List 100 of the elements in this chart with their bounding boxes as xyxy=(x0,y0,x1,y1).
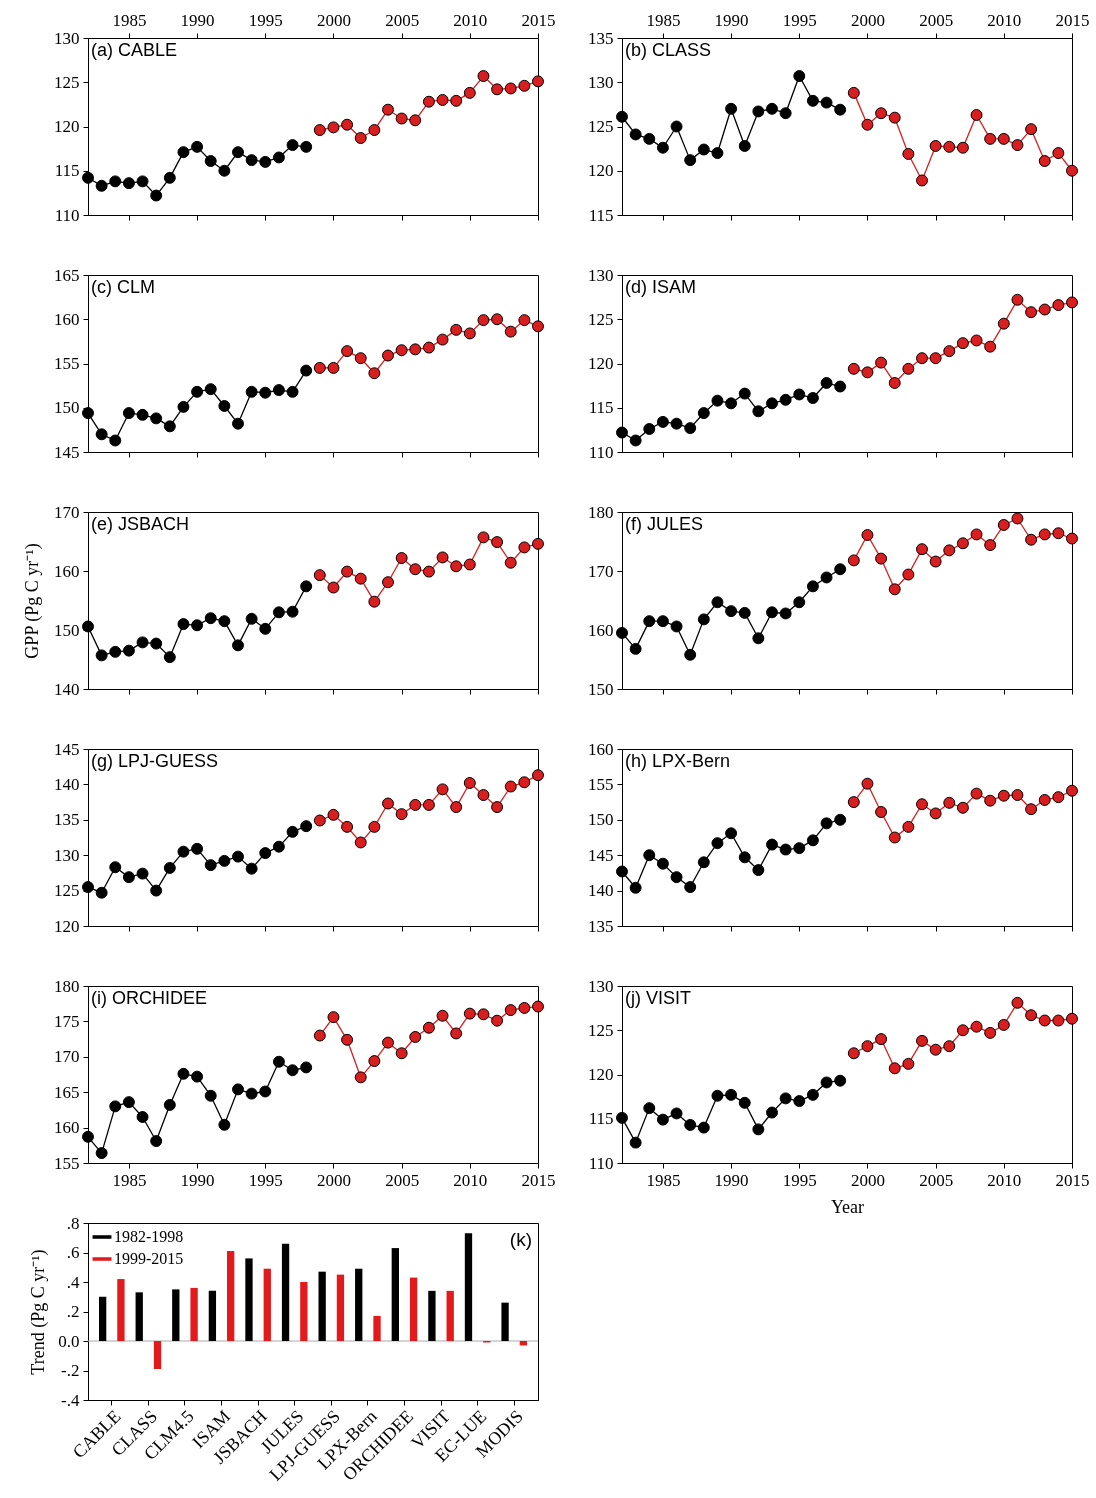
point xyxy=(300,364,313,377)
point xyxy=(1066,1012,1078,1025)
y-tick-label: 135 xyxy=(54,810,80,830)
point xyxy=(150,884,163,897)
bar xyxy=(501,1302,509,1341)
x-tick-label: 2010 xyxy=(453,1170,488,1190)
y-tick-label: .6 xyxy=(66,1243,80,1262)
x2-tick-label: 1995 xyxy=(248,10,283,30)
point xyxy=(232,146,244,159)
point xyxy=(738,851,751,864)
y-tick-label: 160 xyxy=(54,1118,80,1138)
point xyxy=(313,569,326,582)
point xyxy=(793,70,806,83)
point xyxy=(834,103,847,116)
point xyxy=(902,362,915,375)
point xyxy=(354,1071,367,1084)
chart-title: (f) JULES xyxy=(625,514,704,534)
point xyxy=(82,1130,94,1143)
point xyxy=(643,1102,656,1115)
point xyxy=(245,612,258,625)
point xyxy=(875,552,888,565)
x2-tick-label: 2005 xyxy=(919,10,954,30)
point xyxy=(109,1100,122,1113)
point xyxy=(629,128,642,141)
point xyxy=(725,1088,738,1101)
point xyxy=(793,388,806,401)
x2-tick-label: 2000 xyxy=(850,10,885,30)
point xyxy=(738,606,751,619)
point xyxy=(820,571,833,584)
y-tick-label: 110 xyxy=(54,205,80,225)
point xyxy=(656,141,669,154)
point xyxy=(738,387,751,400)
point xyxy=(341,565,354,578)
legend-label: 1999-2015 xyxy=(114,1250,184,1267)
point xyxy=(956,1024,969,1037)
y-tick-label: 115 xyxy=(588,1109,614,1129)
point xyxy=(245,1087,258,1100)
y-tick-label: 160 xyxy=(588,739,614,759)
y-tick-label: 160 xyxy=(54,561,80,581)
bar xyxy=(172,1289,180,1341)
point xyxy=(204,612,217,625)
x-tick-label: 2015 xyxy=(521,1170,556,1190)
x2-tick-label: 2000 xyxy=(316,10,351,30)
x2-tick-label: 2015 xyxy=(1055,10,1090,30)
x2-tick-label: 1985 xyxy=(646,10,681,30)
point xyxy=(847,554,860,567)
point xyxy=(518,1001,531,1014)
point xyxy=(902,147,915,160)
y-tick-label: 135 xyxy=(588,916,614,936)
point xyxy=(847,362,860,375)
point xyxy=(888,831,901,844)
point xyxy=(684,422,697,435)
point xyxy=(245,154,258,167)
point xyxy=(752,1123,765,1136)
x2-tick-label: 1990 xyxy=(180,10,215,30)
point xyxy=(504,556,517,569)
point xyxy=(1038,1014,1051,1027)
point xyxy=(806,94,819,107)
point xyxy=(656,857,669,870)
point xyxy=(711,394,724,407)
point xyxy=(861,1040,874,1053)
point xyxy=(738,1096,751,1109)
point xyxy=(970,334,983,347)
point xyxy=(888,377,901,389)
point xyxy=(382,349,394,362)
point xyxy=(820,96,833,109)
point xyxy=(354,352,367,365)
point xyxy=(916,798,928,811)
y-tick-label: 115 xyxy=(588,398,614,418)
point xyxy=(916,543,928,556)
point xyxy=(259,386,272,399)
y-tick-label: -.4 xyxy=(61,1390,80,1410)
point xyxy=(191,619,204,632)
x-tick-label: 2005 xyxy=(385,1170,420,1190)
point xyxy=(616,110,628,123)
point xyxy=(766,606,778,619)
point xyxy=(109,175,122,188)
point xyxy=(313,1029,326,1042)
point xyxy=(163,420,176,433)
point xyxy=(272,840,285,853)
point xyxy=(1025,123,1038,136)
point xyxy=(191,842,204,855)
point xyxy=(368,820,381,833)
point xyxy=(929,352,942,365)
point xyxy=(232,850,244,863)
bar xyxy=(245,1258,253,1341)
point xyxy=(1052,527,1065,540)
point xyxy=(218,1118,231,1131)
point xyxy=(902,568,915,581)
point xyxy=(395,112,408,125)
x-axis-title: Year xyxy=(830,1196,865,1217)
x2-tick-label: 1995 xyxy=(782,10,817,30)
bar xyxy=(227,1251,235,1341)
point xyxy=(136,867,149,880)
bar xyxy=(98,1296,107,1341)
point xyxy=(95,428,108,441)
point xyxy=(956,801,969,814)
point xyxy=(368,595,381,608)
point xyxy=(643,615,656,628)
point xyxy=(286,139,299,152)
